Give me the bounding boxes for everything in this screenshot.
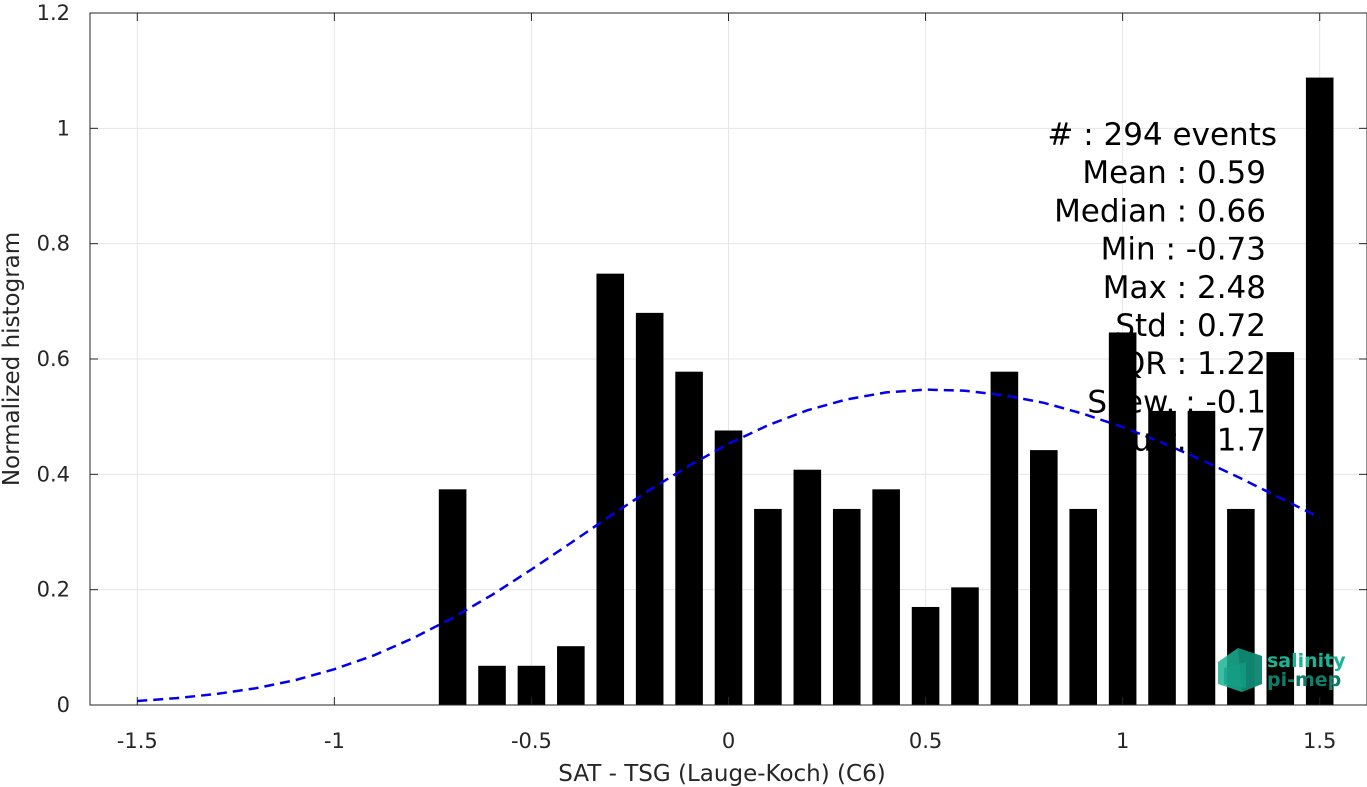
histogram-bar xyxy=(557,646,585,705)
x-tick-label: 0 xyxy=(722,729,735,753)
histogram-bar xyxy=(1069,508,1098,705)
histogram-bar xyxy=(478,665,506,705)
histogram-bar xyxy=(754,508,782,705)
x-tick-label: 1 xyxy=(1116,729,1129,753)
histogram-bar xyxy=(1030,450,1058,705)
fit-curve-layer xyxy=(137,388,1321,703)
stat-line: IQR : 1.22 xyxy=(1112,346,1266,382)
logo-line-1: salinity xyxy=(1267,650,1346,672)
salinity-pi-mep-logo: salinity pi-mep xyxy=(1218,648,1346,692)
x-tick-label: -0.5 xyxy=(511,729,552,753)
stat-line: Min : -0.73 xyxy=(1101,232,1266,268)
stat-line: Mean : 0.59 xyxy=(1082,155,1266,191)
y-tick-label: 0.4 xyxy=(37,462,70,486)
histogram-bar xyxy=(832,508,861,705)
stat-line: Std : 0.72 xyxy=(1115,308,1266,344)
x-tick-label: 1.5 xyxy=(1303,729,1336,753)
stat-line: Skew. : -0.1 xyxy=(1087,384,1266,420)
y-tick-label: 0.8 xyxy=(37,232,70,256)
histogram-bar xyxy=(1266,352,1295,705)
histogram-bar xyxy=(872,489,900,705)
axes xyxy=(89,12,1367,706)
y-tick-label: 0.6 xyxy=(37,347,70,371)
histogram-bar xyxy=(793,469,822,705)
x-tick-label: -1.5 xyxy=(117,729,158,753)
histogram-bar xyxy=(911,606,940,705)
stat-line: # : 294 events xyxy=(1047,117,1277,153)
stat-line: Median : 0.66 xyxy=(1054,193,1266,229)
histogram-bar xyxy=(1305,77,1334,705)
stat-line: Kurt. : 1.7 xyxy=(1113,423,1266,459)
histogram-bar xyxy=(714,430,743,705)
histogram-bar xyxy=(951,587,979,705)
logo-cube-icon xyxy=(1218,648,1262,692)
histogram-bar xyxy=(990,371,1019,705)
histogram-bar xyxy=(1148,410,1176,705)
x-axis-title: SAT - TSG (Lauge-Koch) (C6) xyxy=(558,761,885,787)
y-axis-title: Normalized histogram xyxy=(0,232,25,486)
x-tick-label: 0.5 xyxy=(909,729,942,753)
y-tick-label: 1 xyxy=(57,116,70,140)
logo-line-2: pi-mep xyxy=(1267,669,1341,691)
y-tick-label: 1.2 xyxy=(37,1,70,25)
histogram-bar xyxy=(1187,410,1216,705)
histogram-bar xyxy=(438,489,467,705)
histogram-bar xyxy=(635,312,664,705)
y-tick-label: 0.2 xyxy=(37,578,70,602)
tick-labels: -1.5 -1 -0.5 0 0.5 1 1.5 0 0.2 0.4 0.6 0.8 1 1.2 xyxy=(37,1,1337,753)
histogram-bar xyxy=(675,371,703,705)
x-tick-label: -1 xyxy=(324,729,345,753)
histogram-bar xyxy=(1108,332,1137,705)
histogram-bar xyxy=(596,273,625,705)
stat-line: Max : 2.48 xyxy=(1103,270,1266,306)
histogram-bars xyxy=(438,77,1334,705)
normal-fit-curve xyxy=(137,388,1321,703)
y-tick-label: 0 xyxy=(57,693,70,717)
